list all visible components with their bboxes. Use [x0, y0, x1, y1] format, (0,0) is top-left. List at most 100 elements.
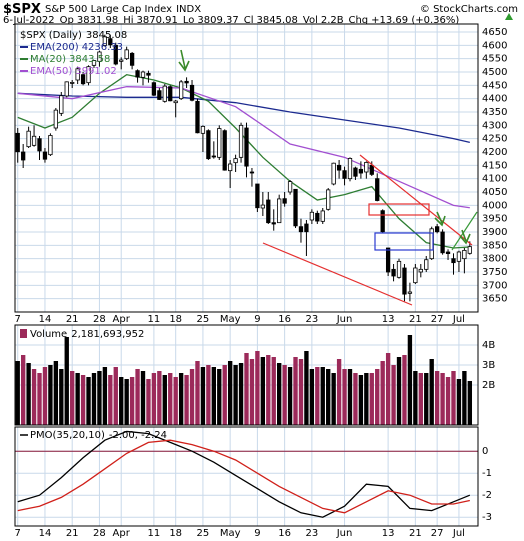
y-tick-label: 4600: [482, 40, 507, 51]
zone-box: [368, 203, 430, 216]
candle-body: [282, 198, 287, 204]
header-title: $SPX S&P 500 Large Cap Index INDX: [3, 2, 201, 17]
field-label: Op: [60, 15, 74, 26]
volume-bar: [75, 373, 80, 425]
volume-bar: [429, 359, 434, 425]
volume-bar: [385, 353, 391, 425]
candle-body: [380, 210, 385, 233]
candle-body: [53, 109, 58, 129]
trend-line: [262, 242, 413, 306]
candle-body: [124, 49, 129, 60]
index-name: S&P 500 Large Cap Index: [45, 4, 172, 15]
volume-bar: [271, 357, 276, 425]
volume-bar: [97, 371, 102, 425]
legend-name: EMA(200): [30, 42, 79, 53]
volume-bar: [168, 373, 173, 425]
volume-bar: [260, 357, 266, 425]
line-series: [17, 92, 470, 144]
legend-value: 3845.08: [86, 30, 127, 41]
volume-bar: [407, 335, 413, 425]
legend-entry: $SPX (Daily) 3845.08: [20, 30, 127, 41]
x-tick-label: Apr: [113, 528, 131, 539]
x-tick-label: Apr: [113, 314, 131, 325]
volume-bar: [135, 369, 140, 425]
annotations: [178, 13, 513, 306]
candle-body: [135, 70, 140, 78]
panels: $SPX S&P 500 Large Cap Index INDX © StockCh…: [3, 2, 518, 540]
candle-body: [97, 51, 102, 62]
volume-bar: [353, 373, 358, 425]
arrow: [434, 211, 446, 227]
arrow: [459, 229, 471, 245]
y-tick-label: 4200: [482, 147, 507, 158]
y-tick-label: 4250: [482, 134, 507, 145]
volume-bar: [249, 359, 255, 425]
y-tick-label: 4100: [482, 174, 507, 185]
y-tick-label: -3: [482, 512, 492, 523]
x-tick-label: May: [220, 314, 241, 325]
candle-body: [456, 251, 462, 262]
title-name: PMO(35,20,10): [30, 430, 105, 441]
y-tick-label: 3900: [482, 227, 507, 238]
volume-bar: [315, 367, 320, 425]
x-tick-label: 14: [39, 528, 52, 539]
volume-bar: [70, 371, 75, 425]
volume-bar: [233, 365, 238, 425]
line-series: [17, 73, 470, 249]
volume-bar: [467, 381, 473, 425]
candle-body: [157, 90, 162, 100]
zone-box: [374, 232, 434, 251]
candle-body: [271, 222, 276, 225]
legend-name: EMA(50): [30, 66, 72, 77]
volume-bar: [424, 373, 429, 425]
volume-bar: [59, 369, 64, 425]
x-tick-label: 16: [278, 528, 291, 539]
candle-body: [336, 164, 342, 171]
candle-body: [86, 66, 91, 84]
candle-body: [326, 189, 331, 210]
candle-body: [402, 267, 407, 295]
exchange: INDX: [176, 4, 201, 15]
candle-body: [369, 164, 374, 175]
volume-bar: [53, 361, 59, 425]
x-tick-label: Jun: [336, 314, 353, 325]
volume-bar: [184, 375, 189, 425]
candle-body: [184, 80, 189, 84]
volume-bar: [211, 367, 216, 425]
volume-bar: [391, 365, 396, 425]
volume-bar: [347, 369, 353, 425]
volume-bar: [293, 357, 298, 425]
x-tick-label: 23: [305, 314, 318, 325]
arrow: [178, 49, 190, 72]
volume-bar: [456, 379, 462, 425]
candle-body: [424, 259, 429, 270]
candle-body: [228, 163, 233, 172]
candle-body: [342, 170, 347, 179]
field-value: 3809.37: [197, 15, 238, 26]
volume-bar: [26, 363, 31, 425]
candle-body: [358, 168, 364, 174]
field-label: Cl: [244, 15, 254, 26]
volume-bar: [309, 369, 315, 425]
volume-bar: [255, 351, 260, 425]
y-tick-label: 4500: [482, 67, 507, 78]
volume-bar: [298, 359, 304, 425]
volume-bar: [440, 373, 445, 425]
candle-body: [260, 204, 265, 209]
candle-body: [15, 132, 20, 153]
panel-frame: [14, 426, 479, 527]
volume-bar: [375, 369, 380, 425]
candle-body: [21, 151, 26, 161]
volume-bar: [326, 369, 331, 425]
candle-body: [304, 223, 309, 233]
x-tick-label: 14: [39, 314, 52, 325]
y-tick-label: 3800: [482, 254, 507, 265]
legend-entry: MA(20) 3843.58: [30, 54, 110, 65]
candle-body: [266, 199, 271, 224]
y-tick-label: 2B: [482, 380, 495, 391]
candle-body: [37, 138, 42, 152]
legend-value: 3843.58: [69, 54, 110, 65]
legend-name: MA(20): [30, 54, 66, 65]
